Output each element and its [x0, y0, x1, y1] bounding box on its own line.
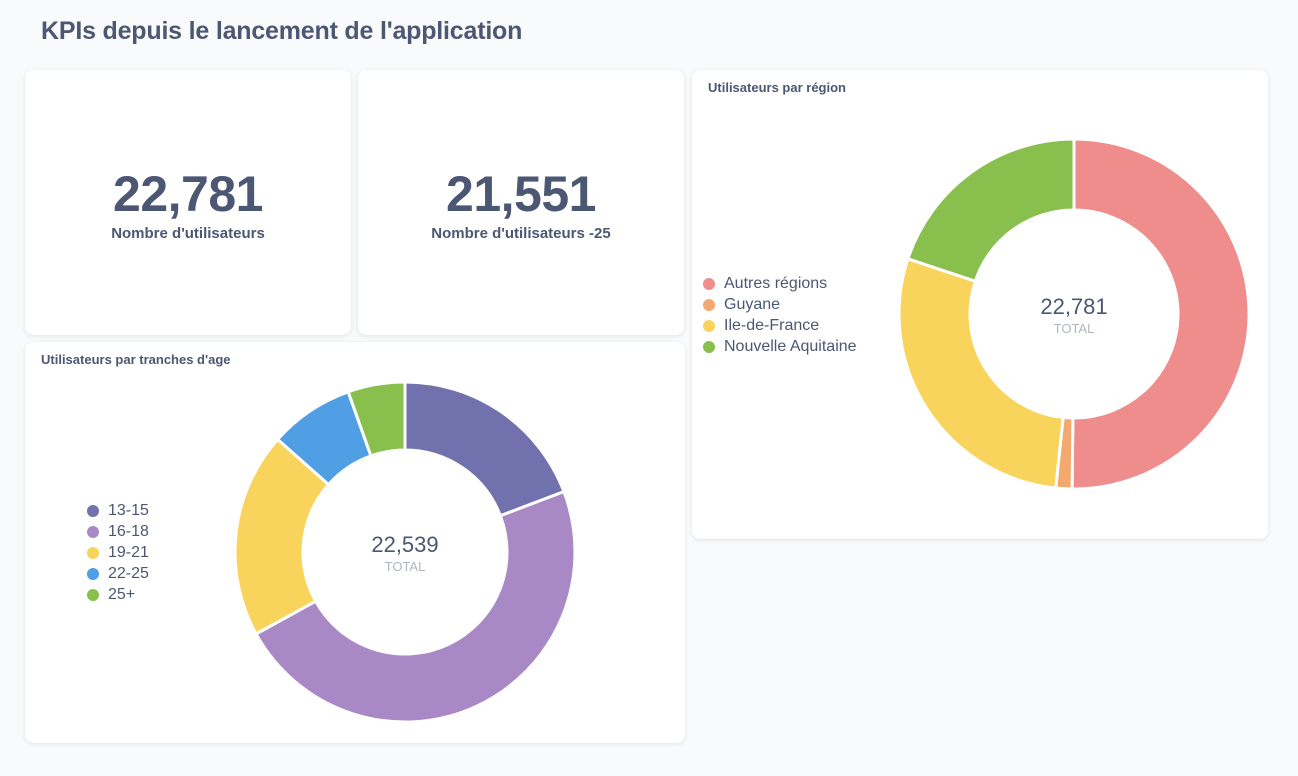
legend-dot-icon: [87, 504, 99, 517]
legend-label: 22-25: [108, 564, 149, 582]
legend-item-25plus[interactable]: 25+: [87, 584, 149, 605]
legend-item-16-18[interactable]: 16-18: [87, 521, 149, 542]
legend-label: 19-21: [108, 543, 149, 561]
legend-label: Autres régions: [724, 274, 828, 292]
donut-slice-19-21[interactable]: [233, 437, 331, 637]
legend-label: 13-15: [108, 501, 149, 519]
donut-slice-25plus[interactable]: [346, 380, 407, 458]
scalar-label: Nombre d'utilisateurs: [111, 225, 265, 242]
legend-label: 25+: [108, 585, 136, 603]
legend-dot-icon: [87, 525, 99, 538]
region-legend: Autres régions Guyane Ile-de-France Nouvell…: [703, 273, 857, 357]
legend-dot-icon: [87, 546, 99, 559]
scalar-value: 22,781: [113, 166, 263, 222]
legend-dot-icon: [87, 588, 99, 601]
legend-dot-icon: [703, 319, 715, 332]
age-donut-chart: 22,539 TOTAL: [233, 380, 577, 724]
legend-label: Guyane: [724, 295, 781, 313]
scalar-value: 21,551: [446, 166, 596, 222]
legend-dot-icon: [87, 567, 99, 580]
legend-item-22-25[interactable]: 22-25: [87, 563, 149, 584]
donut-total-label: TOTAL: [385, 559, 426, 574]
donut-slice-16-18[interactable]: [254, 489, 577, 724]
donut-total-value: 22,539: [371, 532, 438, 557]
legend-item-13-15[interactable]: 13-15: [87, 500, 149, 521]
legend-item-autres-regions[interactable]: Autres régions: [703, 273, 857, 294]
legend-item-guyane[interactable]: Guyane: [703, 294, 857, 315]
legend-item-ile-de-france[interactable]: Ile-de-France: [703, 315, 857, 336]
card-title: Utilisateurs par tranches d'age: [41, 352, 231, 367]
legend-dot-icon: [703, 277, 715, 290]
donut-slice-autres-regions[interactable]: [1070, 137, 1251, 491]
scalar-card-users[interactable]: 22,781 Nombre d'utilisateurs: [25, 70, 351, 335]
donut-slice-ile-de-france[interactable]: [897, 256, 1065, 490]
legend-dot-icon: [703, 298, 715, 311]
legend-item-nouvelle-aquitaine[interactable]: Nouvelle Aquitaine: [703, 336, 857, 357]
legend-label: 16-18: [108, 522, 149, 540]
legend-item-19-21[interactable]: 19-21: [87, 542, 149, 563]
dashboard-title: KPIs depuis le lancement de l'applicatio…: [41, 17, 523, 45]
donut-slice-nouvelle-aquitaine[interactable]: [906, 137, 1076, 284]
donut-total-label: TOTAL: [1054, 321, 1095, 336]
region-chart-card[interactable]: Utilisateurs par région Autres régions Gu…: [692, 70, 1268, 539]
donut-slice-13-15[interactable]: [403, 380, 566, 518]
age-legend: 13-15 16-18 19-21 22-25 25+: [87, 500, 149, 605]
age-chart-card[interactable]: Utilisateurs par tranches d'age 13-15 16-…: [25, 342, 685, 743]
legend-label: Nouvelle Aquitaine: [724, 337, 857, 355]
region-donut-chart: 22,781 TOTAL: [897, 137, 1251, 491]
legend-label: Ile-de-France: [724, 316, 820, 334]
scalar-card-users-under-25[interactable]: 21,551 Nombre d'utilisateurs -25: [358, 70, 684, 335]
donut-total-value: 22,781: [1040, 294, 1107, 319]
scalar-label: Nombre d'utilisateurs -25: [431, 225, 611, 242]
legend-dot-icon: [703, 340, 715, 353]
card-title: Utilisateurs par région: [708, 80, 846, 95]
